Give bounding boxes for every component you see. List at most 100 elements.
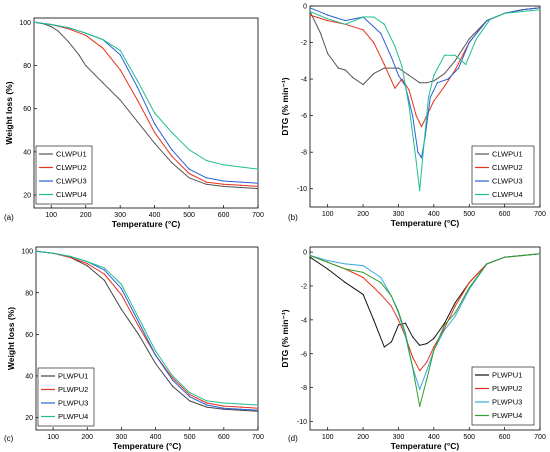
data-point xyxy=(426,342,428,345)
data-point xyxy=(205,183,207,185)
x-tick-label: 700 xyxy=(534,211,546,218)
data-point xyxy=(344,268,346,270)
data-point xyxy=(205,159,207,162)
legend-label: CLWPU3 xyxy=(492,177,523,186)
data-point xyxy=(257,168,259,170)
data-point xyxy=(362,29,364,31)
data-point xyxy=(344,20,346,22)
data-point xyxy=(240,409,242,411)
data-point xyxy=(154,350,157,352)
chart-panel-3: 100 200 300 400 500 600 700 0 -2 -4 -6 -8 -10 Tempera… xyxy=(280,246,546,451)
data-point xyxy=(222,185,225,188)
data-point xyxy=(206,404,208,406)
legend-label: CLWPU3 xyxy=(56,177,87,186)
y-tick-label: -10 xyxy=(297,419,307,426)
chart-panel-1: 100 200 300 400 500 600 700 0 -2 -4 -6 -8 -10 Tempera… xyxy=(280,4,546,229)
data-point xyxy=(417,151,419,153)
data-point xyxy=(120,308,122,310)
x-tick-label: 600 xyxy=(218,434,230,441)
y-tick-label: 80 xyxy=(25,290,33,297)
data-point xyxy=(468,281,470,284)
legend-label: CLWPU4 xyxy=(492,190,523,199)
data-point xyxy=(362,271,364,274)
y-tick-label: -8 xyxy=(301,385,307,392)
x-tick-label: 700 xyxy=(534,434,546,441)
data-point xyxy=(468,38,470,40)
data-point xyxy=(222,180,225,182)
series-line-CLWPU2 xyxy=(33,21,259,187)
x-tick-label: 500 xyxy=(183,212,195,219)
data-point xyxy=(380,276,382,279)
data-point xyxy=(240,403,242,405)
data-point xyxy=(433,346,435,348)
data-point xyxy=(420,157,423,159)
x-tick-label: 100 xyxy=(47,434,59,441)
plot-frame xyxy=(309,5,541,208)
data-point xyxy=(67,41,70,43)
data-point xyxy=(240,408,242,410)
data-point xyxy=(408,105,410,108)
data-point xyxy=(86,265,88,267)
data-point xyxy=(443,322,446,324)
data-point xyxy=(397,74,400,77)
data-point xyxy=(390,56,392,58)
x-tick-label: 200 xyxy=(357,434,369,441)
data-point xyxy=(419,189,421,192)
data-point xyxy=(426,370,428,372)
data-point xyxy=(119,54,121,56)
data-point xyxy=(102,38,104,41)
data-point xyxy=(404,322,407,324)
data-point xyxy=(189,400,191,402)
data-point xyxy=(486,263,488,265)
x-tick-label: 600 xyxy=(499,434,511,441)
series-line-CLWPU1 xyxy=(309,7,541,86)
data-point xyxy=(240,406,242,408)
data-point xyxy=(257,185,259,188)
data-point xyxy=(103,279,105,281)
legend-label: CLWPU4 xyxy=(56,190,87,199)
data-point xyxy=(415,160,417,162)
y-axis-title: Weight loss (%) xyxy=(4,81,14,144)
data-point xyxy=(397,310,400,312)
data-point xyxy=(136,80,138,82)
series-line-PLWPU1 xyxy=(309,253,541,348)
data-point xyxy=(154,123,156,125)
data-point xyxy=(521,10,523,13)
panel-label: (d) xyxy=(288,434,298,443)
data-point xyxy=(188,168,190,170)
data-point xyxy=(102,47,104,49)
data-point xyxy=(67,28,70,30)
data-point xyxy=(257,407,259,409)
data-point xyxy=(154,354,157,356)
series-line-PLWPU4 xyxy=(35,250,259,406)
data-point xyxy=(257,187,259,190)
data-point xyxy=(86,260,88,263)
y-tick-label: 20 xyxy=(25,415,33,422)
data-point xyxy=(154,131,156,134)
data-point xyxy=(412,336,414,338)
plot-frame xyxy=(35,246,259,431)
y-tick-label: -4 xyxy=(301,317,307,324)
data-point xyxy=(223,402,225,404)
data-point xyxy=(351,76,354,78)
data-point xyxy=(257,410,259,412)
data-point xyxy=(419,344,421,346)
data-point xyxy=(102,82,104,84)
legend-label: PLWPU4 xyxy=(58,412,88,421)
y-tick-label: 60 xyxy=(23,106,31,113)
data-point xyxy=(380,281,382,284)
data-point xyxy=(137,333,140,335)
data-point xyxy=(206,402,208,404)
data-point xyxy=(309,256,311,258)
x-tick-label: 400 xyxy=(149,212,161,219)
data-point xyxy=(468,41,470,44)
y-tick-label: 100 xyxy=(21,249,33,256)
data-point xyxy=(137,325,140,327)
y-tick-label: -2 xyxy=(301,40,307,47)
x-tick-label: 300 xyxy=(393,211,405,218)
data-point xyxy=(475,38,477,40)
data-point xyxy=(103,267,105,269)
series-line-CLWPU4 xyxy=(33,21,259,170)
data-point xyxy=(454,60,456,62)
data-point xyxy=(50,23,52,26)
